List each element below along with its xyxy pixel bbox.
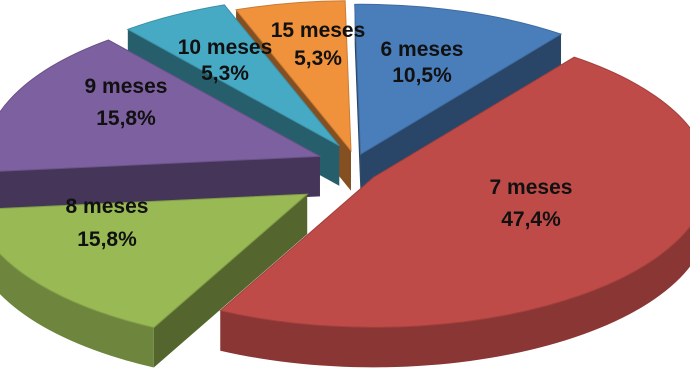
slice-6-meses — [354, 3, 563, 195]
slice-percent-7-meses: 47,4% — [501, 208, 561, 231]
slice-wall — [153, 194, 308, 368]
slice-rim — [0, 254, 154, 368]
slice-label-6-meses: 6 meses — [381, 38, 464, 61]
slice-top — [0, 193, 309, 329]
slice-rim — [220, 226, 690, 368]
slice-top — [0, 39, 322, 172]
slice-top — [126, 4, 340, 147]
slice-percent-9-meses: 15,8% — [96, 107, 156, 130]
slice-percent-8-meses: 15,8% — [77, 228, 137, 251]
slice-label-15-meses: 15 meses — [271, 19, 366, 42]
pie-labels: 6 meses 10,5% 7 meses 47,4% 8 meses 15,8… — [66, 19, 573, 251]
slice-wall — [360, 34, 562, 195]
slice-label-10-meses: 10 meses — [178, 36, 273, 59]
slice-top — [235, 0, 352, 153]
slice-percent-15-meses: 5,3% — [294, 47, 342, 70]
slice-percent-6-meses: 10,5% — [392, 64, 452, 87]
slice-label-8-meses: 8 meses — [66, 195, 149, 218]
slice-percent-10-meses: 5,3% — [201, 62, 249, 85]
pie-slices — [0, 0, 690, 368]
slice-top — [354, 3, 563, 156]
slice-label-7-meses: 7 meses — [490, 176, 573, 199]
slice-label-9-meses: 9 meses — [85, 75, 168, 98]
slice-top — [219, 56, 690, 328]
slice-9-meses — [0, 39, 322, 212]
slice-7-meses — [219, 56, 690, 368]
slice-8-meses — [0, 193, 309, 368]
